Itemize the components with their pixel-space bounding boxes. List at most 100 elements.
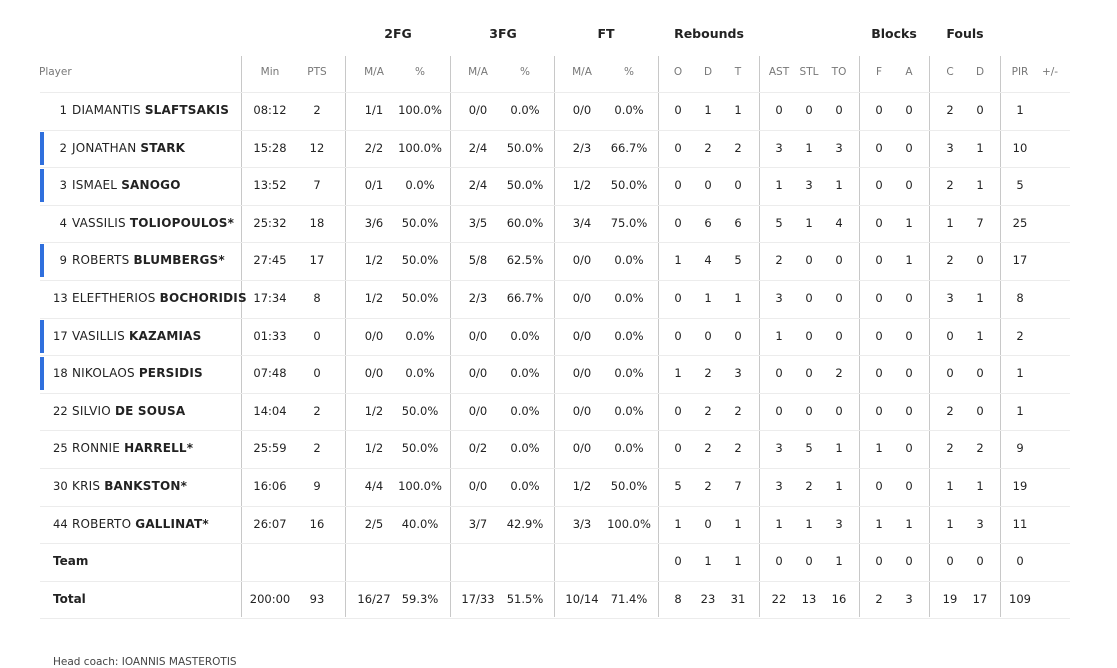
player-row-stat-16: 2	[946, 178, 954, 193]
player-row-stat-6: 2/3	[572, 140, 592, 155]
player-row-stat-1: 0	[313, 366, 321, 381]
player-row-stat-5: 0.0%	[510, 366, 540, 381]
player-first-name: RONNIE	[72, 441, 125, 456]
player-row-stat-17: 0	[976, 403, 984, 418]
player-name-link[interactable]: VASSILIS TOLIOPOULOS*	[72, 205, 234, 243]
player-name-link[interactable]: KRIS BANKSTON*	[72, 468, 187, 506]
player-last-name: BANKSTON*	[104, 479, 188, 493]
player-name-link[interactable]: ROBERTS BLUMBERGS*	[72, 242, 225, 280]
player-row-stat-7: 0.0%	[614, 441, 644, 456]
table-row[interactable]: 9 ROBERTS BLUMBERGS* 27:45 17 1/2 50.0% 5/8 62.…	[40, 242, 1070, 281]
team-row-stat-4	[455, 543, 501, 581]
table-row[interactable]: 4 VASSILIS TOLIOPOULOS* 25:32 18 3/6 50.0% 3/5…	[40, 205, 1070, 244]
player-row-stat-4: 3/7	[468, 516, 488, 531]
player-row-stat-5: 0.0%	[510, 103, 540, 117]
team-row-stat-6	[559, 543, 605, 581]
player-row-stat-18: 1	[1016, 403, 1024, 418]
table-row[interactable]: 25 RONNIE HARRELL* 25:59 2 1/2 50.0% 0/2 0.0% 0/…	[40, 430, 1070, 469]
column-header-20: +/-	[1041, 66, 1059, 78]
player-name-link[interactable]: NIKOLAOS PERSIDIS	[72, 355, 203, 393]
player-row-stat-2: 3/6	[364, 215, 384, 230]
table-row[interactable]: 44 ROBERTO GALLINAT* 26:07 16 2/5 40.0% 3/7 42.…	[40, 506, 1070, 545]
player-row-stat-4: 0/0	[468, 403, 488, 418]
player-row-stat-8: 5	[674, 479, 682, 493]
player-row-stat-4: 0/2	[468, 441, 488, 456]
player-row-stat-13: 4	[835, 215, 843, 230]
team-row-stat-14: 0	[875, 554, 883, 569]
player-name-link[interactable]: SILVIO DE SOUSA	[72, 393, 185, 431]
player-row-stat-4: 2/4	[468, 140, 488, 155]
player-row-stat-10: 0	[734, 178, 742, 193]
player-number: 44	[53, 516, 68, 531]
player-row-stat-9: 0	[704, 328, 712, 343]
player-row-stat-19	[1027, 318, 1073, 356]
player-row-stat-16: 1	[946, 479, 954, 493]
player-row-stat-7: 75.0%	[610, 215, 648, 230]
player-row-stat-14: 0	[875, 103, 883, 117]
column-header-player: Player	[39, 66, 72, 78]
player-row-stat-5: 0.0%	[510, 328, 540, 343]
player-name-link[interactable]: ROBERTO GALLINAT*	[72, 506, 209, 544]
column-header-9: O	[673, 66, 683, 78]
table-row[interactable]: 17 VASILLIS KAZAMIAS 01:33 0 0/0 0.0% 0/0 0.0% 0…	[40, 318, 1070, 357]
player-row-stat-11: 3	[775, 479, 783, 493]
player-row-stat-12: 0	[805, 253, 813, 268]
player-row-stat-13: 1	[835, 178, 843, 193]
player-row-stat-14: 0	[875, 291, 883, 305]
player-row-stat-8: 0	[674, 178, 682, 193]
player-row-stat-13: 0	[835, 328, 843, 343]
player-row-stat-6: 1/2	[572, 479, 592, 493]
player-row-stat-3: 0.0%	[405, 178, 435, 193]
table-row[interactable]: 3 ISMAEL SANOGO 13:52 7 0/1 0.0% 2/4 50.0% 1/2 50…	[40, 167, 1070, 206]
team-row-stat-12: 0	[805, 554, 813, 569]
player-row-stat-10: 0	[734, 328, 742, 343]
player-row-stat-4: 0/0	[468, 103, 488, 117]
player-name-link[interactable]: DIAMANTIS SLAFTSAKIS	[72, 92, 229, 130]
player-last-name: PERSIDIS	[138, 366, 203, 381]
player-row-stat-11: 3	[775, 140, 783, 155]
table-row[interactable]: 18 NIKOLAOS PERSIDIS 07:48 0 0/0 0.0% 0/0 0.0% 0…	[40, 355, 1070, 394]
player-row-stat-3: 50.0%	[401, 291, 439, 305]
player-row-stat-11: 0	[775, 103, 783, 117]
player-name-link[interactable]: VASILLIS KAZAMIAS	[72, 318, 201, 356]
player-row-stat-0: 16:06	[253, 479, 287, 493]
player-row-stat-12: 1	[805, 140, 813, 155]
player-row-stat-18: 19	[1012, 479, 1028, 493]
player-name-link[interactable]: ISMAEL SANOGO	[72, 167, 181, 205]
column-header-15: F	[875, 66, 883, 78]
total-row-stat-1: 93	[309, 591, 325, 606]
player-row-stat-12: 0	[805, 328, 813, 343]
player-row-stat-4: 0/0	[468, 328, 488, 343]
player-row-stat-16: 1	[946, 215, 954, 230]
player-row-stat-15: 0	[905, 403, 913, 418]
table-row[interactable]: 13 ELEFTHERIOS BOCHORIDIS 17:34 8 1/2 50.0% 2/…	[40, 280, 1070, 319]
player-first-name: JONATHAN	[72, 140, 141, 155]
player-row-stat-16: 3	[946, 140, 954, 155]
player-name-link[interactable]: ELEFTHERIOS BOCHORIDIS	[72, 280, 247, 318]
player-row-stat-9: 1	[704, 103, 712, 117]
team-row-stat-8: 0	[674, 554, 682, 569]
player-row-stat-6: 0/0	[572, 253, 592, 268]
row-highlight-bar	[40, 357, 44, 391]
player-row-stat-13: 3	[835, 140, 843, 155]
player-row-stat-0: 25:59	[253, 441, 287, 456]
player-row-stat-15: 0	[905, 140, 913, 155]
player-row-stat-13: 0	[835, 103, 843, 117]
table-row[interactable]: 2 JONATHAN STARK 15:28 12 2/2 100.0% 2/4 50.0% 2…	[40, 130, 1070, 169]
player-number: 25	[53, 441, 68, 456]
player-row-stat-6: 0/0	[572, 328, 592, 343]
player-row-stat-18: 8	[1016, 291, 1024, 305]
player-row-stat-5: 62.5%	[506, 253, 544, 268]
column-header-12: AST	[768, 66, 790, 78]
player-row-stat-0: 25:32	[253, 215, 287, 230]
player-row-stat-16: 3	[946, 291, 954, 305]
table-row[interactable]: 22 SILVIO DE SOUSA 14:04 2 1/2 50.0% 0/0 0.0% 0/…	[40, 393, 1070, 432]
total-row-stat-14: 2	[875, 591, 883, 606]
player-name-link[interactable]: RONNIE HARRELL*	[72, 430, 193, 468]
table-row[interactable]: 30 KRIS BANKSTON* 16:06 9 4/4 100.0% 0/0 0.0% 1/…	[40, 468, 1070, 507]
player-row-stat-10: 5	[734, 253, 742, 268]
player-number: 3	[59, 178, 67, 193]
total-row-stat-2: 16/27	[357, 591, 391, 606]
table-row[interactable]: 1 DIAMANTIS SLAFTSAKIS 08:12 2 1/1 100.0% 0/0 0…	[40, 92, 1070, 131]
player-name-link[interactable]: JONATHAN STARK	[72, 130, 185, 168]
